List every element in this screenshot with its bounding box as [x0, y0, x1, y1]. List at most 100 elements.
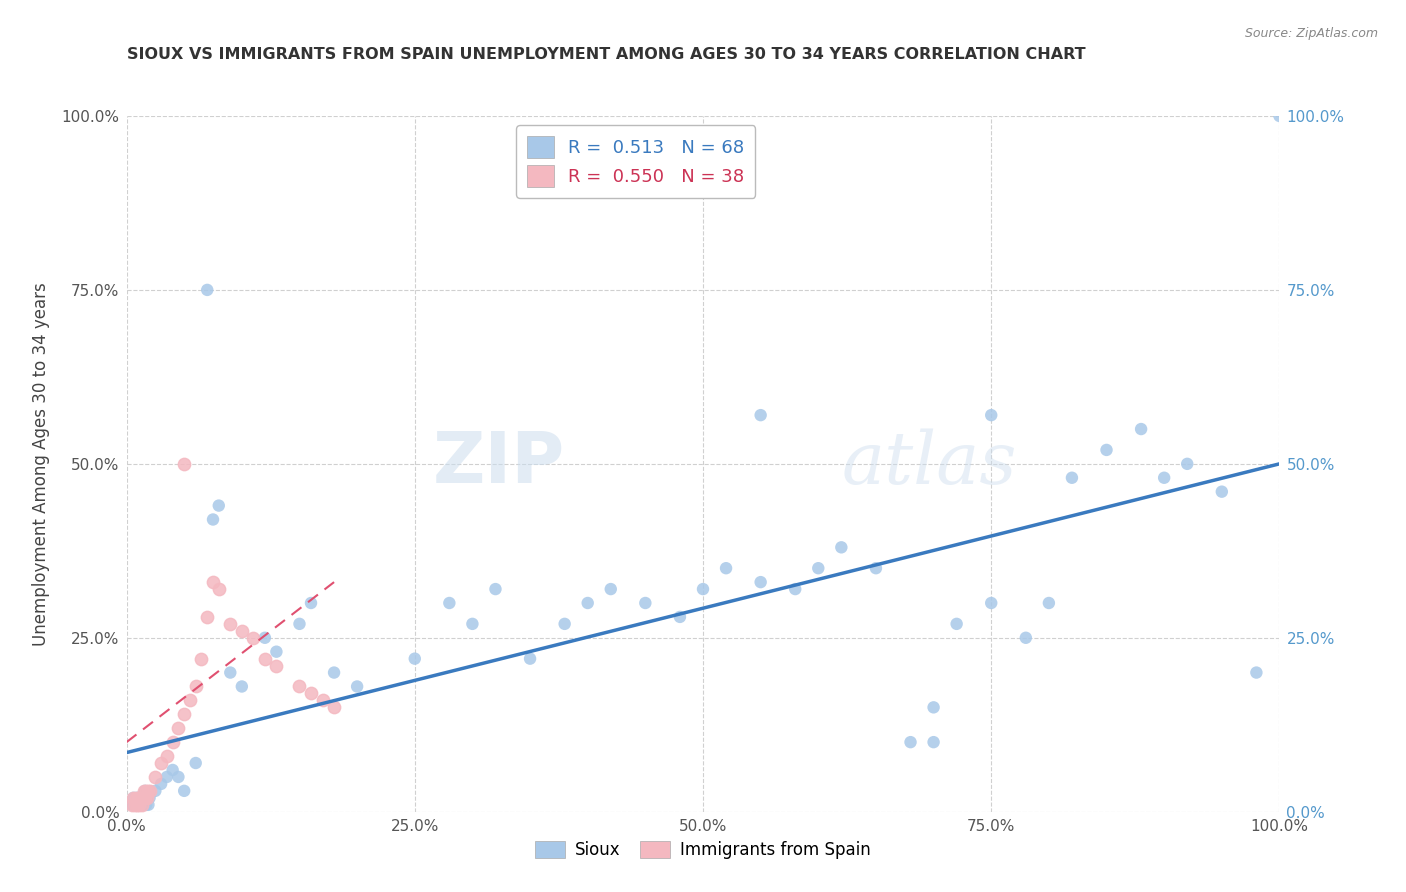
Text: SIOUX VS IMMIGRANTS FROM SPAIN UNEMPLOYMENT AMONG AGES 30 TO 34 YEARS CORRELATIO: SIOUX VS IMMIGRANTS FROM SPAIN UNEMPLOYM…	[127, 47, 1085, 62]
Point	[266, 645, 288, 659]
Point	[554, 616, 576, 631]
Point	[127, 790, 149, 805]
Point	[299, 686, 322, 700]
Point	[1268, 109, 1291, 123]
Point	[253, 631, 276, 645]
Point	[576, 596, 599, 610]
Point	[830, 541, 852, 555]
Point	[253, 651, 276, 665]
Point	[201, 512, 224, 526]
Point	[201, 575, 224, 590]
Point	[121, 797, 143, 812]
Point	[125, 790, 148, 805]
Point	[219, 616, 242, 631]
Point	[1060, 471, 1083, 485]
Point	[132, 790, 155, 805]
Point	[323, 700, 346, 714]
Point	[131, 797, 153, 812]
Point	[128, 797, 150, 812]
Point	[150, 756, 173, 770]
Point	[1095, 442, 1118, 457]
Point	[980, 408, 1002, 422]
Point	[127, 797, 149, 812]
Point	[439, 596, 461, 610]
Point	[1015, 631, 1038, 645]
Point	[129, 797, 152, 812]
Point	[136, 790, 159, 805]
Point	[167, 770, 190, 784]
Point	[749, 575, 772, 590]
Point	[242, 631, 264, 645]
Point	[634, 596, 657, 610]
Point	[173, 784, 195, 798]
Point	[135, 784, 157, 798]
Point	[132, 784, 155, 798]
Point	[266, 658, 288, 673]
Point	[1246, 665, 1268, 680]
Text: ZIP: ZIP	[433, 429, 565, 499]
Point	[138, 784, 160, 798]
Point	[173, 707, 195, 722]
Point	[134, 790, 156, 805]
Point	[125, 797, 148, 812]
Point	[346, 680, 368, 694]
Point	[299, 596, 322, 610]
Point	[125, 797, 148, 812]
Point	[135, 797, 157, 812]
Point	[195, 283, 218, 297]
Point	[145, 784, 166, 798]
Point	[131, 790, 153, 805]
Point	[288, 680, 311, 694]
Point	[519, 651, 541, 665]
Point	[1211, 484, 1233, 499]
Point	[1175, 457, 1198, 471]
Point	[714, 561, 737, 575]
Point	[219, 665, 242, 680]
Point	[404, 651, 426, 665]
Point	[231, 680, 253, 694]
Point	[865, 561, 887, 575]
Point	[1153, 471, 1175, 485]
Point	[669, 610, 692, 624]
Point	[184, 680, 207, 694]
Point	[900, 735, 922, 749]
Point	[945, 616, 967, 631]
Point	[231, 624, 253, 638]
Point	[131, 797, 153, 812]
Point	[145, 770, 166, 784]
Y-axis label: Unemployment Among Ages 30 to 34 years: Unemployment Among Ages 30 to 34 years	[32, 282, 51, 646]
Point	[599, 582, 621, 596]
Point	[323, 665, 346, 680]
Point	[162, 735, 184, 749]
Text: atlas: atlas	[841, 428, 1017, 500]
Point	[124, 797, 146, 812]
Point	[311, 693, 333, 707]
Point	[785, 582, 807, 596]
Point	[980, 596, 1002, 610]
Point	[129, 790, 152, 805]
Point	[173, 457, 195, 471]
Point	[195, 610, 218, 624]
Point	[156, 770, 179, 784]
Point	[124, 797, 146, 812]
Point	[1130, 422, 1153, 436]
Point	[125, 790, 148, 805]
Point	[128, 790, 150, 805]
Point	[461, 616, 484, 631]
Point	[122, 790, 145, 805]
Text: Source: ZipAtlas.com: Source: ZipAtlas.com	[1244, 27, 1378, 40]
Point	[807, 561, 830, 575]
Point	[167, 721, 190, 735]
Point	[138, 790, 160, 805]
Point	[922, 735, 945, 749]
Point	[179, 693, 201, 707]
Point	[190, 651, 212, 665]
Point	[138, 784, 160, 798]
Point	[136, 790, 159, 805]
Point	[121, 797, 143, 812]
Point	[134, 784, 156, 798]
Point	[288, 616, 311, 631]
Point	[138, 797, 160, 812]
Point	[922, 700, 945, 714]
Point	[156, 749, 179, 764]
